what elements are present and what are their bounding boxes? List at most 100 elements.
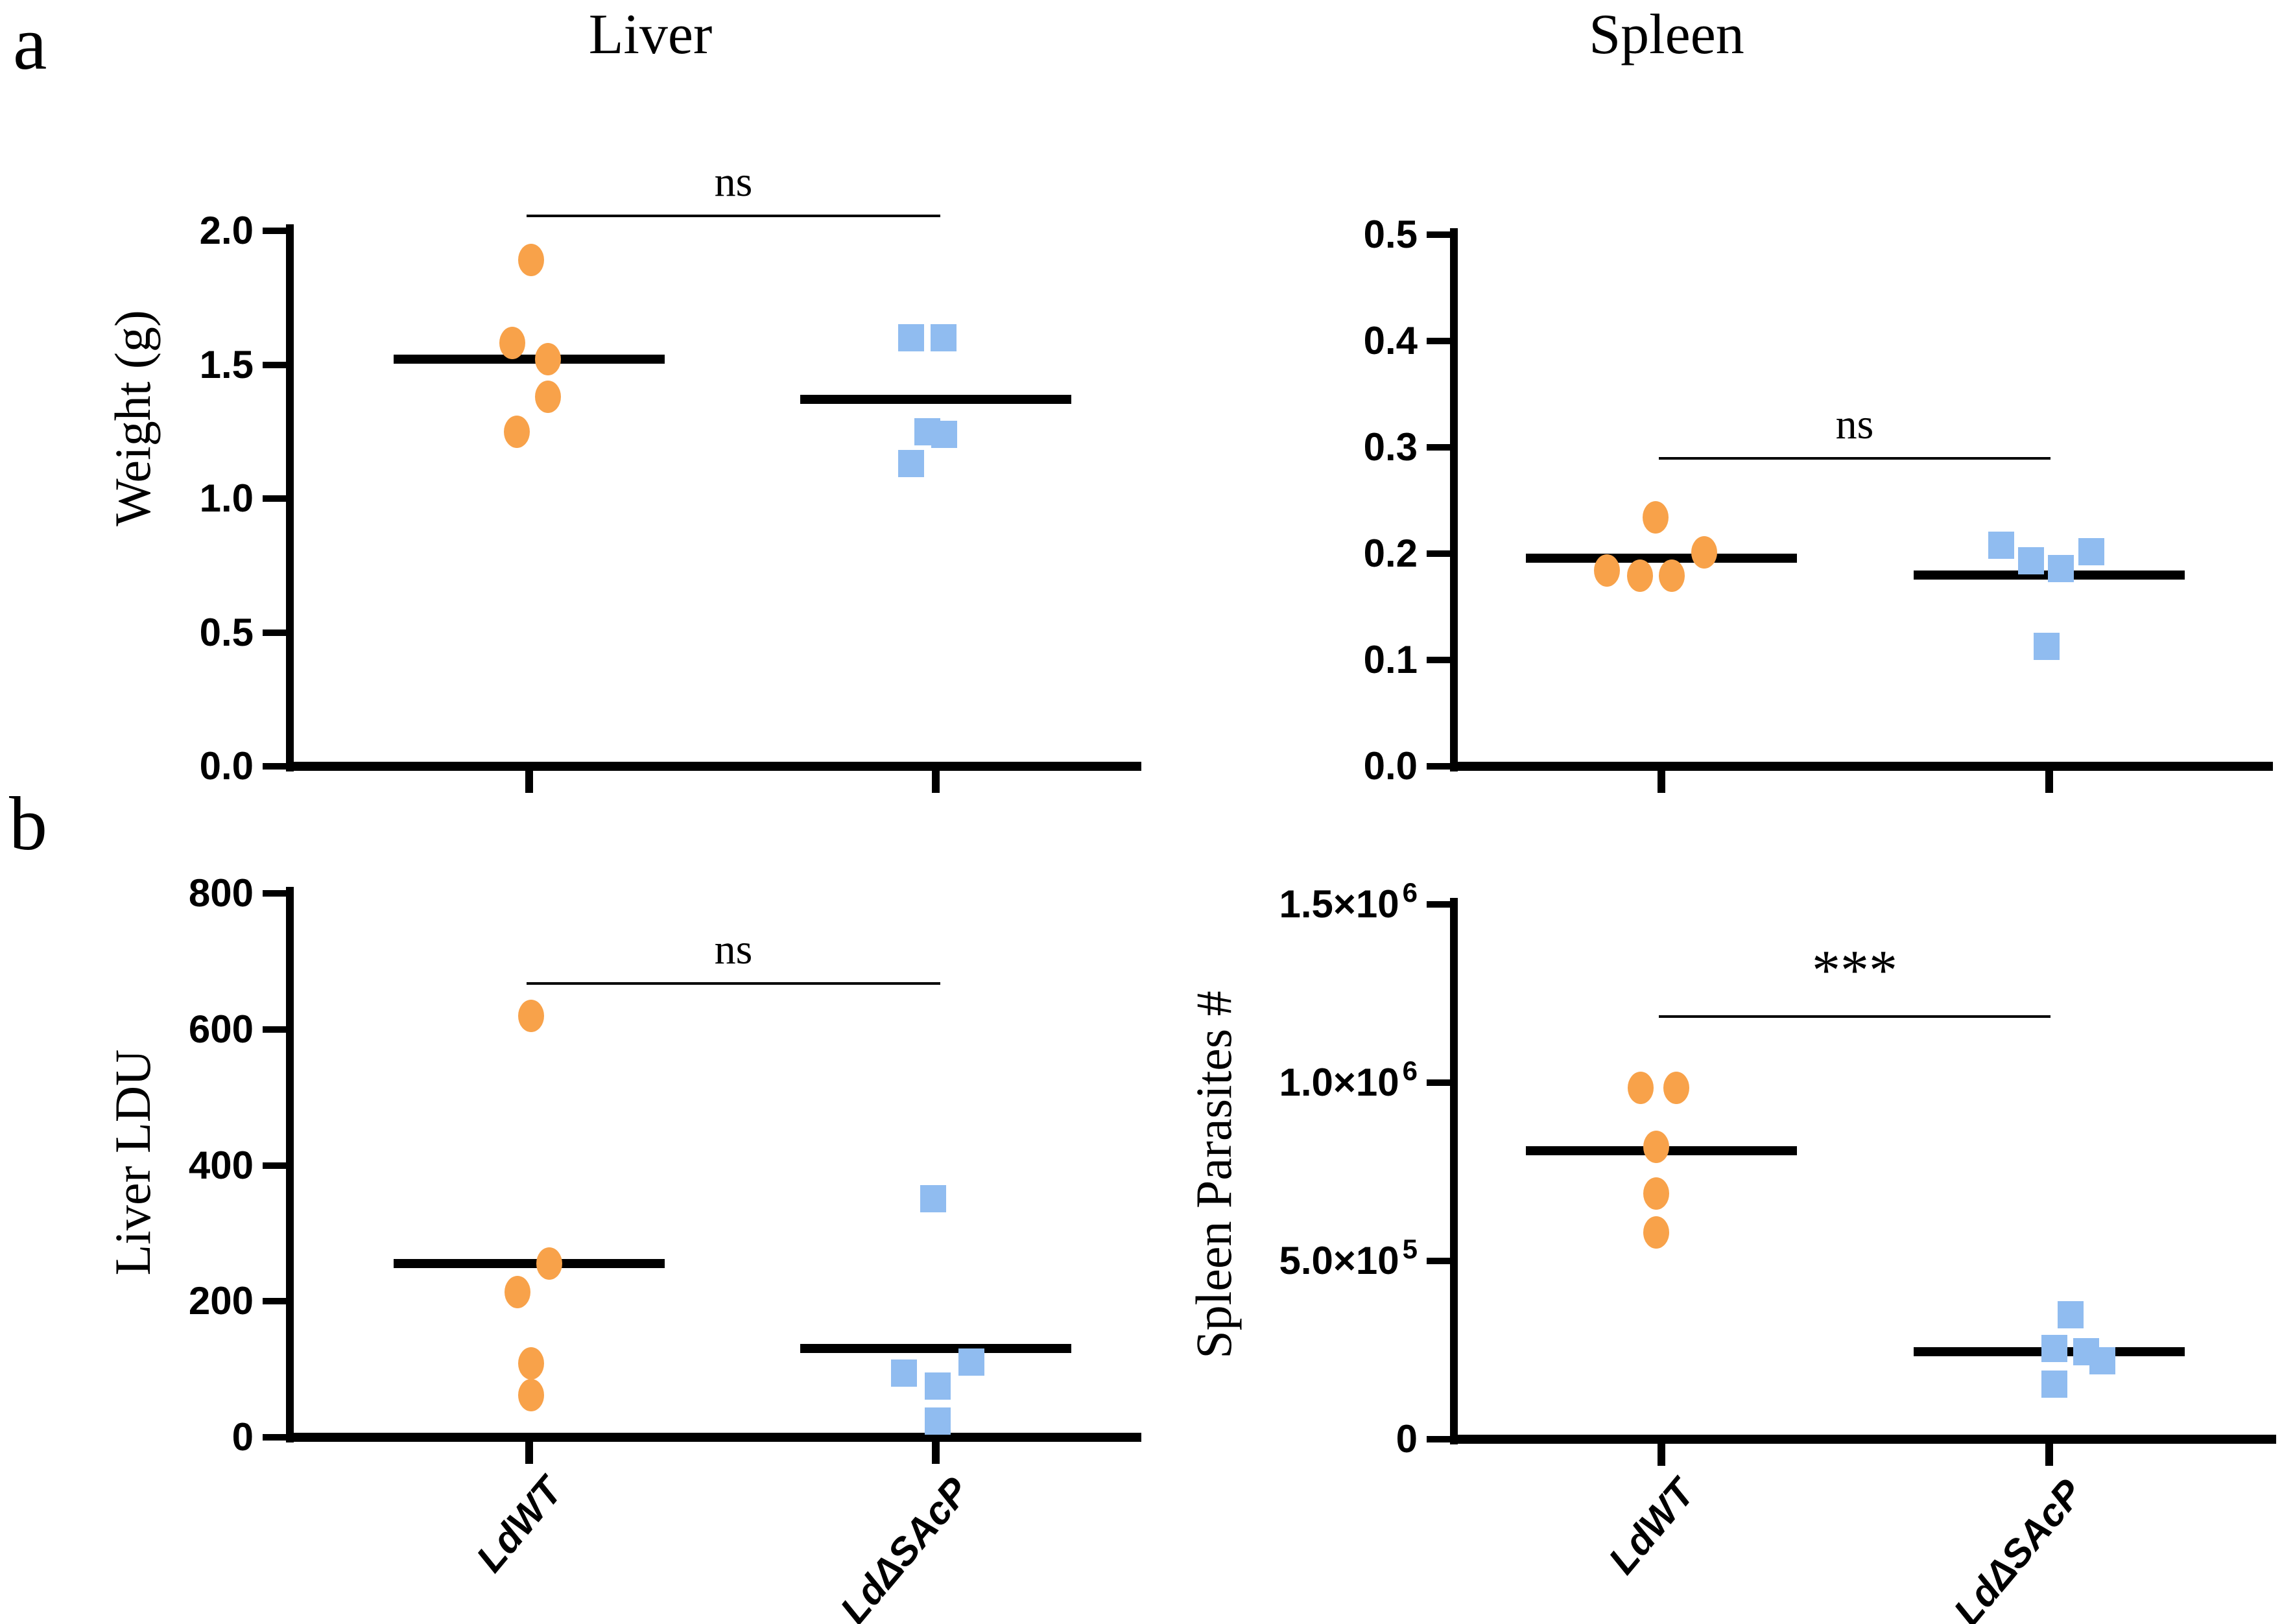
y-tick-label: 0 [1396, 1417, 1418, 1461]
y-tick-exponent: 5 [1402, 1234, 1418, 1264]
data-point [920, 1184, 946, 1212]
x-category-label: LdΔSAcP [1945, 1471, 2091, 1624]
x-tick [525, 771, 533, 793]
y-tick [1427, 1079, 1450, 1086]
x-tick [1658, 771, 1665, 793]
y-tick [1427, 231, 1450, 238]
y-axis-line [286, 887, 294, 1442]
y-tick [263, 1298, 286, 1305]
data-point [1659, 559, 1685, 593]
y-tick-exponent: 6 [1402, 877, 1418, 908]
median-line [394, 355, 665, 364]
data-point [535, 381, 561, 414]
x-tick [932, 771, 940, 793]
y-tick [1427, 1258, 1450, 1264]
data-point [2034, 632, 2060, 660]
significance-bracket [1659, 1015, 2050, 1018]
y-tick [1427, 338, 1450, 344]
median-line [800, 1343, 1071, 1353]
data-point [2041, 1334, 2067, 1362]
y-tick-label: 0 [232, 1415, 254, 1459]
y-tick [263, 763, 286, 770]
x-tick [2045, 771, 2053, 793]
y-tick-exponent: 6 [1402, 1055, 1418, 1086]
y-tick [263, 1162, 286, 1169]
data-point [535, 343, 561, 376]
x-axis-line [1450, 1435, 2276, 1444]
data-point [504, 415, 530, 448]
median-line [394, 1258, 665, 1268]
y-tick [263, 1026, 286, 1033]
y-tick-label: 400 [188, 1143, 254, 1187]
data-point [1643, 501, 1669, 534]
y-axis-title: Spleen Parasites # [1185, 991, 1242, 1359]
y-tick-label: 0.1 [1363, 638, 1418, 681]
data-point [1643, 1177, 1669, 1210]
x-tick [1658, 1444, 1665, 1466]
data-point [2041, 1370, 2067, 1398]
data-point [2058, 1300, 2084, 1328]
x-tick [932, 1442, 940, 1464]
data-point [1643, 1131, 1669, 1163]
data-point [1628, 1072, 1654, 1105]
significance-label: ns [714, 926, 753, 973]
data-point [536, 1247, 562, 1280]
data-point [518, 244, 544, 277]
column-title-liver: Liver [588, 3, 713, 66]
significance-bracket [527, 982, 940, 985]
x-category-label: LdWT [1600, 1471, 1704, 1583]
data-point [1594, 554, 1620, 587]
y-tick-label: 1.0×10 6 [1279, 1055, 1418, 1104]
y-tick [263, 361, 286, 368]
y-tick [263, 1434, 286, 1441]
y-tick-label: 1.0 [199, 477, 254, 520]
significance-bracket [1659, 457, 2050, 460]
y-tick [1427, 1436, 1450, 1442]
y-axis-line [286, 224, 294, 771]
y-tick-label: 0.5 [199, 610, 254, 654]
data-point [505, 1275, 530, 1308]
panel-label-a: a [13, 1, 47, 86]
data-point [518, 999, 544, 1032]
y-tick [263, 495, 286, 502]
significance-label: ns [1835, 401, 1874, 448]
y-tick [263, 890, 286, 897]
y-tick-label: 0.5 [1363, 213, 1418, 256]
x-tick [2045, 1444, 2053, 1466]
data-point [1988, 531, 2014, 559]
y-tick-label: 200 [188, 1279, 254, 1323]
data-point [891, 1359, 917, 1387]
data-point [898, 324, 924, 352]
y-tick-label: 1.5 [199, 342, 254, 386]
y-tick-label: 0.3 [1363, 425, 1418, 469]
y-tick-label: 600 [188, 1007, 254, 1051]
data-point [931, 420, 957, 448]
data-point [925, 1372, 951, 1400]
data-point [2048, 554, 2074, 582]
y-tick-label: 5.0×10 5 [1279, 1234, 1418, 1282]
data-point [898, 450, 924, 478]
significance-label: *** [1812, 939, 1897, 1002]
y-axis-line [1450, 228, 1458, 771]
y-tick [263, 629, 286, 636]
y-tick [263, 228, 286, 234]
significance-bracket [527, 215, 940, 217]
median-line [800, 395, 1071, 405]
data-point [518, 1347, 544, 1380]
x-axis-line [286, 1433, 1141, 1442]
data-point [1691, 536, 1717, 569]
data-point [1643, 1216, 1669, 1249]
y-tick [1427, 444, 1450, 451]
y-tick-label: 2.0 [199, 209, 254, 252]
x-axis-line [286, 762, 1141, 771]
data-point [2078, 537, 2104, 565]
y-tick [1427, 550, 1450, 557]
data-point [1627, 559, 1653, 593]
data-point [499, 327, 525, 360]
data-point [518, 1378, 544, 1411]
x-tick [525, 1442, 533, 1464]
y-tick-label: 0.2 [1363, 532, 1418, 575]
y-tick [1427, 901, 1450, 908]
